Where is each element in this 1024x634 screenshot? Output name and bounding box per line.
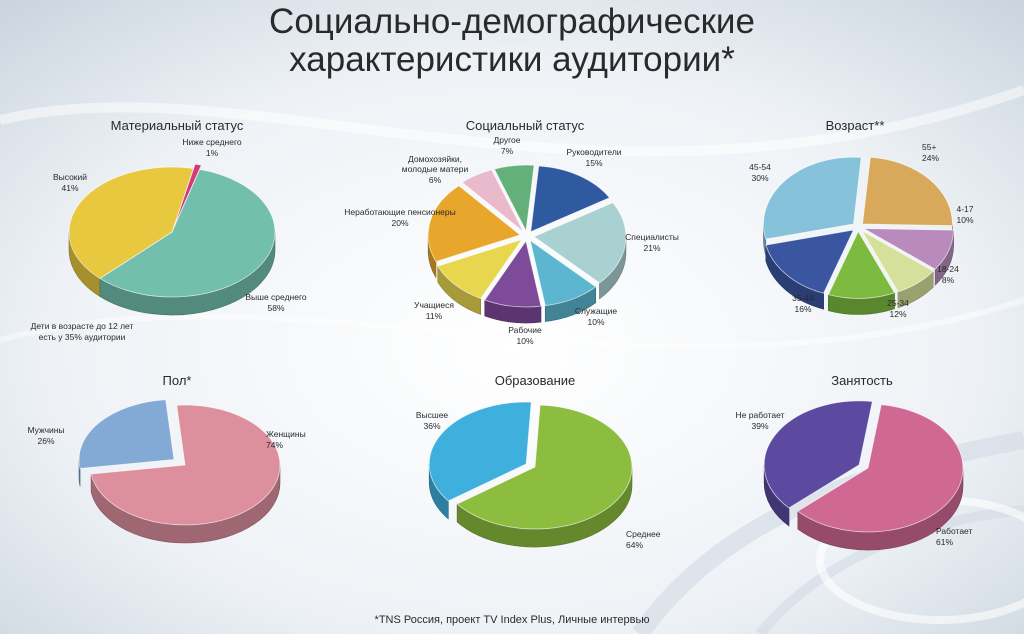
pie-slice-специалисты xyxy=(533,202,627,284)
slice-value-специалисты: 21% xyxy=(643,243,660,253)
slice-label-среднее: Среднее 64% xyxy=(626,529,661,550)
pie-slice-неработающие-пенсионеры xyxy=(427,185,521,263)
slice-label-выше-среднего: Выше среднего 58% xyxy=(245,292,306,313)
slice-value-ниже-среднего: 1% xyxy=(206,148,219,158)
pie-slice-мужчины xyxy=(78,399,175,469)
slice-label-18-24: 18-24 8% xyxy=(937,264,959,285)
pie-slice-среднее xyxy=(456,404,633,530)
slice-label-служащие: Служащие 10% xyxy=(575,306,618,327)
slice-label-высшее: Высшее 36% xyxy=(416,410,449,431)
slice-label-45-54: 45-54 30% xyxy=(749,162,771,183)
pie-chart-2: Руководители 15% Специалисты 21% Служащие 10%… xyxy=(344,135,679,346)
slice-label-работает: Работает 61% xyxy=(936,526,972,547)
slice-label-высокий: Высокий 41% xyxy=(53,172,87,193)
pie-chart-6: Работает 61% Не работает 39% xyxy=(736,400,972,551)
slice-label-специалисты: Специалисты 21% xyxy=(625,232,679,253)
pie-slice-женщины xyxy=(90,404,281,526)
slice-value-высшее: 36% xyxy=(423,421,440,431)
slice-value-служащие: 10% xyxy=(587,317,604,327)
chart-title-employment: Занятость xyxy=(831,373,893,388)
pie-slice-высокий xyxy=(68,166,194,279)
slice-value-высокий: 41% xyxy=(61,183,78,193)
slice-label-4-17: 4-17 10% xyxy=(956,204,973,225)
chart-title-material-status: Материальный статус xyxy=(110,118,244,133)
pie-chart-4: Женщины 74% Мужчины 26% xyxy=(27,399,306,544)
page-title-line-2: характеристики аудитории* xyxy=(289,40,735,79)
slice-value-другое: 7% xyxy=(501,146,514,156)
pie-slice-высшее xyxy=(428,401,532,502)
slice-label-ниже-среднего: Ниже среднего 1% xyxy=(182,137,241,158)
source-footnote: *TNS Россия, проект TV Index Plus, Личны… xyxy=(374,614,650,626)
slice-value-работает: 61% xyxy=(936,537,953,547)
chart-title-age: Возраст** xyxy=(825,118,885,133)
pie-slice-18-24 xyxy=(860,229,934,293)
slice-value-выше-среднего: 58% xyxy=(267,303,284,313)
page-title-line-1: Социально-демографические xyxy=(269,2,755,41)
pie-chart-3: 55+ 24% 4-17 10% 18-24 8% 25-34 12% 35-44 16% 45-5… xyxy=(749,142,974,319)
pie-slice-служащие xyxy=(529,239,597,307)
slice-value-среднее: 64% xyxy=(626,540,643,550)
pie-chart-5: Среднее 64% Высшее 36% xyxy=(416,401,661,550)
pie-slice-работает xyxy=(797,404,964,533)
pie-sides xyxy=(427,234,627,324)
chart-title-education: Образование xyxy=(494,373,576,388)
pie-slice-45-54 xyxy=(763,156,862,240)
slice-label-учащиеся: Учащиеся 11% xyxy=(414,300,454,321)
slice-value-неработающие-пенсионеры: 20% xyxy=(391,218,408,228)
pie-slice-руководители xyxy=(530,165,611,233)
slice-label-другое: Другое 7% xyxy=(493,135,520,156)
slice-value-мужчины: 26% xyxy=(37,436,54,446)
slice-value-55: 24% xyxy=(922,153,939,163)
slice-label-женщины: Женщины 74% xyxy=(266,429,306,450)
chart-title-gender: Пол* xyxy=(162,373,192,388)
slice-label-мужчины: Мужчины 26% xyxy=(27,425,64,446)
slice-value-рабочие: 10% xyxy=(516,336,533,346)
pie-slice-учащиеся xyxy=(437,238,523,299)
pie-chart-1: Ниже среднего 1% Выше среднего 58% Высокий 41… xyxy=(53,137,307,316)
slice-value-учащиеся: 11% xyxy=(426,311,443,321)
pie-slice-25-34 xyxy=(827,230,896,299)
pie-slice-не-работает xyxy=(763,400,873,509)
slice-label-домохозяйки-молодые-матери: Домохозяйки, молодые матери 6% xyxy=(402,154,469,185)
slice-value-домохозяйки-молодые-матери: 6% xyxy=(429,175,442,185)
slice-label-35-44: 35-44 16% xyxy=(792,293,814,314)
slice-value-25-34: 12% xyxy=(889,309,906,319)
slice-value-4-17: 10% xyxy=(956,215,973,225)
pie-slice-рабочие xyxy=(484,239,542,308)
slice-label-неработающие-пенсионеры: Неработающие пенсионеры 20% xyxy=(344,207,455,228)
slice-label-руководители: Руководители 15% xyxy=(566,147,621,168)
pie-sides xyxy=(763,224,954,315)
pie-slice-другое xyxy=(493,164,535,233)
slice-value-женщины: 74% xyxy=(266,440,283,450)
children-note: Дети в возрасте до 12 лет есть у 35% ауд… xyxy=(30,321,134,342)
slice-value-18-24: 8% xyxy=(942,275,955,285)
slice-value-45-54: 30% xyxy=(751,173,768,183)
pie-slice-35-44 xyxy=(765,229,855,294)
chart-title-social-status: Социальный статус xyxy=(465,118,585,133)
slice-label-не-работает: Не работает 39% xyxy=(736,410,785,431)
pie-slice-выше-среднего xyxy=(99,168,276,298)
slice-value-не-работает: 39% xyxy=(751,421,768,431)
pie-slice-4-17 xyxy=(863,228,955,270)
slice-label-рабочие: Рабочие 10% xyxy=(508,325,542,346)
slice-value-35-44: 16% xyxy=(794,304,811,314)
slice-value-руководители: 15% xyxy=(585,158,602,168)
pie-slice-55 xyxy=(862,156,953,227)
slice-label-25-34: 25-34 12% xyxy=(887,298,909,319)
slice-label-55: 55+ 24% xyxy=(922,142,939,163)
pie-slice-домохозяйки-молодые-матери xyxy=(461,169,524,233)
